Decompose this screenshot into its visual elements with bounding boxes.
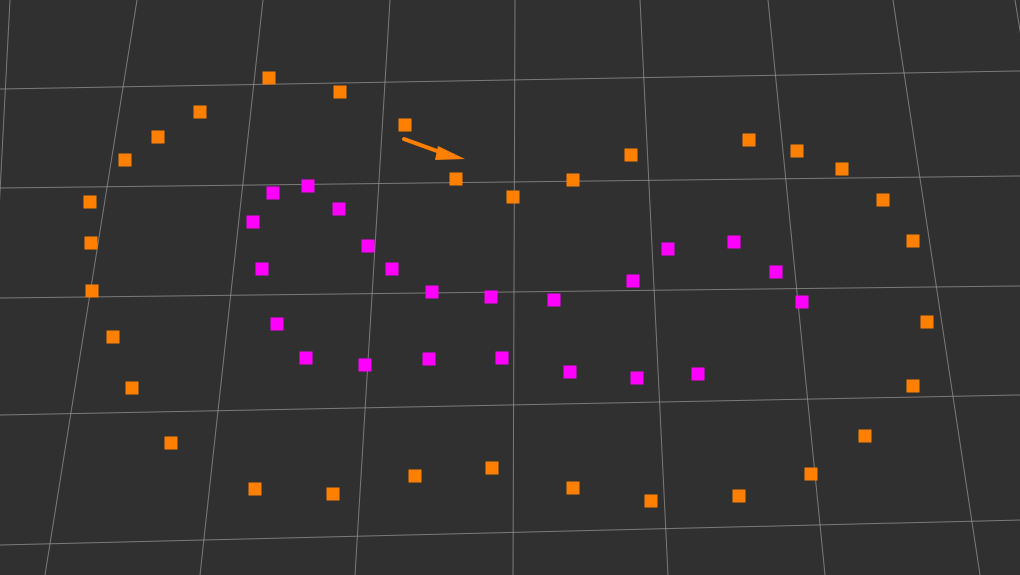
- outer-cone-marker: [732, 489, 746, 503]
- grid-line: [0, 0, 11, 202]
- outer-cone-marker: [333, 85, 347, 99]
- inner-cone-marker: [727, 235, 741, 249]
- outer-cone-marker: [742, 133, 756, 147]
- vehicle-pose-arrow[interactable]: [402, 137, 465, 160]
- inner-cone-marker: [563, 365, 577, 379]
- grid-line: [0, 70, 1020, 90]
- outer-cone-marker: [164, 436, 178, 450]
- grid-line: [767, 0, 826, 575]
- inner-cone-marker: [795, 295, 809, 309]
- outer-cone-marker: [84, 236, 98, 250]
- grid-line: [0, 285, 1020, 299]
- outer-cone-marker: [248, 482, 262, 496]
- inner-cone-marker: [484, 290, 498, 304]
- inner-cone-marker: [332, 202, 346, 216]
- inner-cone-marker: [630, 371, 644, 385]
- outer-cone-marker: [790, 144, 804, 158]
- outer-cone-marker: [920, 315, 934, 329]
- inner-cone-marker: [547, 293, 561, 307]
- outer-cone-marker: [566, 173, 580, 187]
- inner-cone-marker: [422, 352, 436, 366]
- outer-cone-marker: [506, 190, 520, 204]
- inner-cone-marker: [246, 215, 260, 229]
- outer-cone-marker: [876, 193, 890, 207]
- outer-cone-marker: [262, 71, 276, 85]
- outer-cone-marker: [624, 148, 638, 162]
- outer-cone-marker: [151, 130, 165, 144]
- outer-cone-markers: [83, 71, 934, 508]
- grid-line: [0, 519, 1020, 546]
- grid-line: [892, 0, 981, 575]
- inner-cone-markers: [246, 179, 809, 385]
- inner-cone-marker: [661, 242, 675, 256]
- inner-cone-marker: [626, 274, 640, 288]
- outer-cone-marker: [326, 487, 340, 501]
- inner-cone-marker: [301, 179, 315, 193]
- grid-line: [639, 0, 669, 575]
- outer-cone-marker: [125, 381, 139, 395]
- inner-cone-marker: [358, 358, 372, 372]
- outer-cone-marker: [449, 172, 463, 186]
- outer-cone-marker: [566, 481, 580, 495]
- outer-cone-marker: [83, 195, 97, 209]
- outer-cone-marker: [835, 162, 849, 176]
- outer-cone-marker: [106, 330, 120, 344]
- inner-cone-marker: [385, 262, 399, 276]
- inner-cone-marker: [495, 351, 509, 365]
- grid-line: [0, 394, 1020, 416]
- outer-cone-marker: [85, 284, 99, 298]
- inner-cone-marker: [299, 351, 313, 365]
- outer-cone-marker: [644, 494, 658, 508]
- grid-line: [354, 0, 391, 575]
- inner-cone-marker: [769, 265, 783, 279]
- outer-cone-marker: [398, 118, 412, 132]
- inner-cone-marker: [361, 239, 375, 253]
- outer-cone-marker: [408, 469, 422, 483]
- outer-cone-marker: [804, 467, 818, 481]
- inner-cone-marker: [270, 317, 284, 331]
- grid-line: [199, 0, 264, 575]
- outer-cone-marker: [906, 234, 920, 248]
- arrow-head: [435, 146, 465, 160]
- outer-cone-marker: [118, 153, 132, 167]
- inner-cone-marker: [691, 367, 705, 381]
- inner-cone-marker: [425, 285, 439, 299]
- outer-cone-marker: [858, 429, 872, 443]
- grid-line: [1014, 0, 1020, 34]
- grid-line: [0, 175, 1020, 189]
- outer-cone-marker: [906, 379, 920, 393]
- inner-cone-marker: [266, 186, 280, 200]
- outer-cone-marker: [485, 461, 499, 475]
- inner-cone-marker: [255, 262, 269, 276]
- grid-line: [512, 0, 516, 575]
- outer-cone-marker: [193, 105, 207, 119]
